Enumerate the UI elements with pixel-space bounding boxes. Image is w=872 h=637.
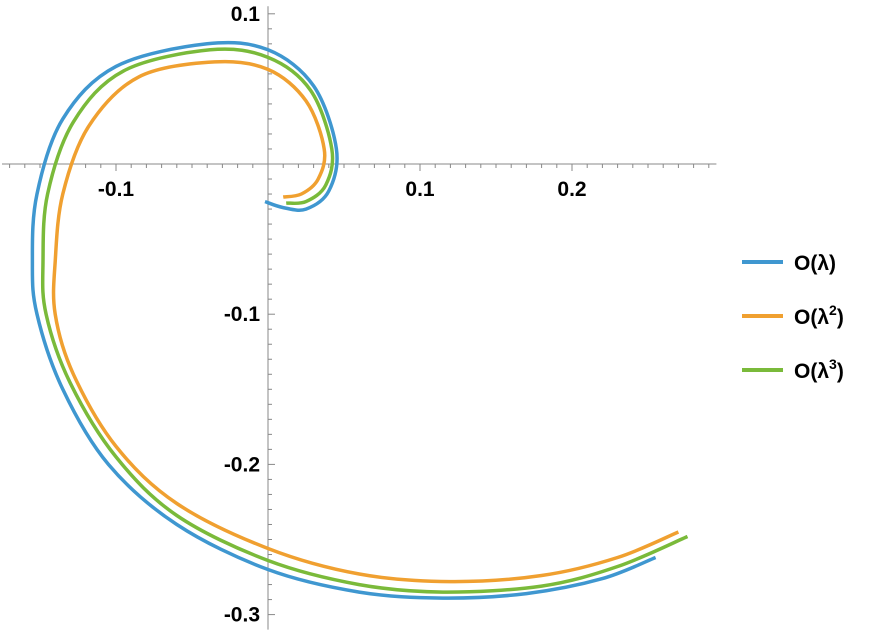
legend-label-2: O(λ2) [794, 302, 844, 329]
series-line-3 [40, 47, 689, 594]
x-tick-label: 0.2 [557, 178, 586, 201]
y-tick-label: 0.1 [231, 3, 261, 26]
legend-label-3: O(λ3) [794, 356, 844, 383]
y-tick-label: -0.3 [224, 604, 260, 627]
legend-label-1: O(λ) [794, 252, 836, 275]
tick-labels: -0.1 0.1 0.2 0.1 -0.1 -0.2 -0.3 [98, 3, 587, 627]
axes [2, 6, 717, 630]
legend: O(λ) O(λ2) O(λ3) [742, 252, 844, 383]
y-tick-label: -0.1 [224, 303, 261, 326]
y-tick-label: -0.2 [224, 453, 260, 476]
plot-area [30, 40, 689, 600]
series-line-2 [51, 59, 680, 584]
x-tick-label: -0.1 [98, 178, 135, 201]
series-line-1 [30, 40, 657, 600]
x-tick-label: 0.1 [405, 178, 435, 201]
